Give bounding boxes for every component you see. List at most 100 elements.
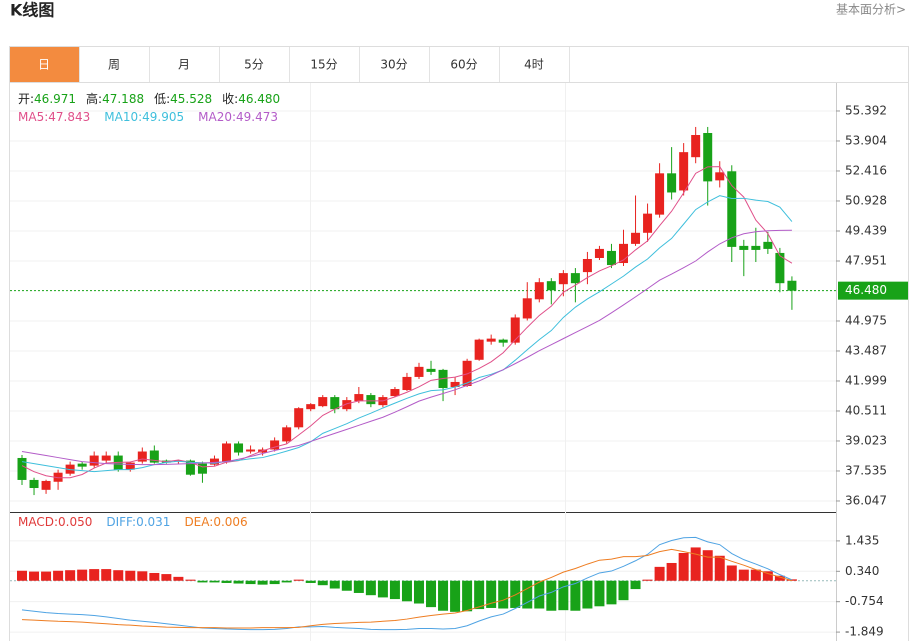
legend-value: 0.031 [136, 515, 170, 529]
candle-body [619, 243, 628, 264]
macd-bar [462, 580, 473, 612]
legend-name: 收: [222, 92, 238, 106]
macd-bar [17, 570, 27, 581]
macd-legend: MACD:0.050 DIFF:0.031 DEA:0.006 [18, 515, 248, 529]
candle-body [474, 339, 484, 360]
candle-body [282, 427, 292, 442]
macd-bar [438, 580, 449, 611]
macd-bar [401, 580, 412, 602]
candle-body [89, 455, 99, 466]
candle-body [679, 152, 689, 191]
ma-line [21, 195, 793, 473]
candle-body [522, 298, 532, 319]
candle-body [342, 400, 352, 410]
macd-bar [606, 580, 617, 605]
y-tick-label: 50.928 [845, 193, 887, 207]
candle-body [222, 443, 232, 462]
tab[interactable] [80, 47, 149, 82]
macd-bar [774, 575, 785, 581]
macd-bar [245, 580, 256, 585]
macd-bar [269, 580, 280, 585]
macd-bar [101, 569, 112, 581]
y-tick-label: 36.047 [845, 493, 887, 507]
candle-body [570, 273, 580, 284]
tab-label[interactable]: 月 [178, 58, 190, 72]
candle-body [703, 132, 713, 182]
y-tick-label: 0.340 [845, 564, 879, 578]
tab-label[interactable]: 日 [38, 58, 50, 72]
macd-bar [341, 580, 352, 591]
y-tick-label: 52.416 [845, 163, 887, 177]
y-tick-label: 41.999 [845, 373, 887, 387]
macd-bar [377, 580, 388, 598]
macd-bar [726, 565, 737, 581]
tab-label[interactable]: 4时 [524, 58, 544, 72]
tab[interactable] [500, 47, 569, 82]
fundamental-link[interactable]: 基本面分析> [836, 3, 906, 17]
candle-body [137, 451, 147, 462]
tab[interactable] [150, 47, 219, 82]
legend-value: 49.905 [142, 110, 184, 124]
tab-label[interactable]: 5分 [244, 58, 264, 72]
legend-name: MACD: [18, 515, 58, 529]
macd-bar [618, 580, 629, 601]
macd-bar [77, 569, 88, 581]
candle-body [655, 173, 665, 215]
legend-value: 0.006 [213, 515, 247, 529]
macd-bar [53, 570, 64, 581]
y-tick-label: 1.435 [845, 533, 879, 547]
macd-bar [65, 570, 76, 581]
y-tick-label: 55.392 [845, 103, 887, 117]
candle-body [318, 397, 328, 407]
last-price-box [838, 281, 908, 300]
macd-bar [630, 580, 641, 590]
macd-bar [750, 569, 761, 581]
macd-bar [125, 570, 136, 581]
candle-body [234, 443, 244, 453]
tab-label[interactable]: 60分 [450, 58, 477, 72]
ohlc-legend: 开:46.971 高:47.188 低:45.528 收:46.480 [18, 91, 280, 106]
macd-bar [654, 566, 665, 581]
candle-body [149, 450, 159, 463]
candle-body [751, 245, 761, 250]
candle-body [330, 397, 340, 410]
candle-body [366, 395, 376, 405]
page-title: K线图 [10, 1, 54, 20]
macd-bar [317, 580, 328, 586]
tab-label[interactable]: 周 [108, 58, 120, 72]
candle-body [739, 245, 749, 250]
candle-body [606, 250, 616, 266]
macd-bar [594, 580, 605, 607]
macd-bar [534, 580, 545, 609]
candle-body [125, 462, 135, 470]
tab[interactable] [360, 47, 429, 82]
tab[interactable] [220, 47, 289, 82]
macd-bar [690, 547, 701, 581]
tab[interactable] [290, 47, 359, 82]
macd-bar [678, 552, 689, 581]
candle-body [17, 457, 27, 480]
macd-bar [209, 580, 220, 583]
macd-bar [257, 580, 268, 585]
macd-bar [161, 574, 172, 581]
candle-body [667, 173, 677, 193]
tab-label[interactable]: 30分 [380, 58, 407, 72]
macd-bar [666, 562, 677, 581]
legend-name: MA20: [198, 110, 236, 124]
y-tick-label: 44.975 [845, 313, 887, 327]
ma-line [21, 229, 792, 466]
tab[interactable] [10, 47, 79, 82]
ma-legend: MA5:47.843 MA10:49.905 MA20:49.473 [18, 110, 278, 124]
tab[interactable] [430, 47, 499, 82]
candle-body [390, 389, 400, 397]
tab-label[interactable]: 15分 [310, 58, 337, 72]
candle-body [582, 258, 592, 273]
macd-bar [486, 580, 497, 608]
macd-bar [389, 580, 400, 600]
macd-bar [738, 569, 749, 581]
macd-bar [546, 580, 557, 611]
y-tick-label: -1.849 [845, 625, 884, 639]
macd-bar [29, 571, 40, 581]
y-tick-label: -0.754 [845, 594, 884, 608]
chart-frame [9, 46, 909, 641]
